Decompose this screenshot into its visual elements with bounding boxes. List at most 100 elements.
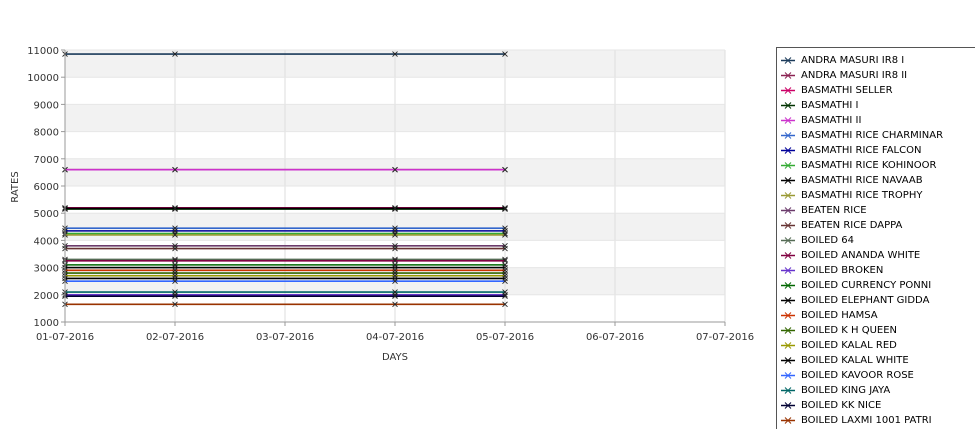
- legend-marker: [781, 72, 795, 79]
- data-point: [392, 232, 398, 238]
- y-tick-label: 7000: [34, 155, 59, 166]
- legend-label: BOILED LAXMI 1001 PATRI: [801, 415, 932, 426]
- data-point: [172, 289, 178, 295]
- data-point: [172, 51, 178, 57]
- legend-label: BOILED CURRENCY PONNI: [801, 280, 932, 291]
- legend-marker: [781, 177, 795, 184]
- legend-item: BASMATHI RICE TROPHY: [777, 188, 975, 203]
- legend-label: BEATEN RICE: [801, 205, 867, 216]
- legend-label: BOILED ELEPHANT GIDDA: [801, 295, 930, 306]
- legend-label: BOILED ANANDA WHITE: [801, 250, 921, 261]
- legend-marker: [781, 387, 795, 394]
- legend-item: BOILED KK NICE: [777, 398, 975, 413]
- y-tick-label: 3000: [34, 264, 59, 275]
- data-point: [502, 289, 508, 295]
- series-lines: [62, 51, 508, 308]
- legend-marker: [781, 402, 795, 409]
- data-point: [172, 293, 178, 299]
- data-point: [172, 232, 178, 238]
- legend-item: BOILED K H QUEEN: [777, 323, 975, 338]
- legend-marker: [781, 102, 795, 109]
- data-point: [392, 166, 398, 173]
- legend-label: BOILED HAMSA: [801, 310, 878, 321]
- x-axis-label: DAYS: [382, 352, 408, 363]
- data-point: [392, 257, 398, 264]
- data-point: [502, 166, 508, 173]
- x-tick-label: 07-07-2016: [696, 332, 754, 343]
- legend-marker: [781, 267, 795, 274]
- legend-label: ANDRA MASURI IR8 I: [801, 55, 905, 66]
- legend-label: BEATEN RICE DAPPA: [801, 220, 903, 231]
- legend-label: BOILED KK NICE: [801, 400, 882, 411]
- data-point: [392, 205, 398, 212]
- legend-marker: [781, 252, 795, 259]
- legend-marker: [781, 132, 795, 139]
- data-point: [502, 301, 508, 308]
- legend-label: BASMATHI II: [801, 115, 862, 126]
- legend-item: BOILED KING JAYA: [777, 383, 975, 398]
- legend-label: BASMATHI RICE KOHINOOR: [801, 160, 937, 171]
- data-point: [392, 206, 398, 212]
- legend-item: BASMATHI I: [777, 98, 975, 113]
- legend-label: BOILED KING JAYA: [801, 385, 891, 396]
- y-tick-label: 2000: [34, 291, 59, 302]
- data-point: [392, 289, 398, 295]
- data-point: [502, 205, 508, 212]
- data-point: [172, 301, 178, 308]
- legend-marker: [781, 222, 795, 229]
- y-tick-label: 9000: [34, 100, 59, 111]
- data-point: [172, 257, 178, 264]
- legend-item: BOILED KAVOOR ROSE: [777, 368, 975, 383]
- legend-marker: [781, 237, 795, 244]
- legend-marker: [781, 117, 795, 124]
- legend-item: BOILED HAMSA: [777, 308, 975, 323]
- legend-item: BASMATHI RICE CHARMINAR: [777, 128, 975, 143]
- data-point: [502, 206, 508, 212]
- legend-label: BOILED KALAL RED: [801, 340, 897, 351]
- y-tick-label: 11000: [27, 46, 59, 57]
- legend-item: BOILED LAXMI 1001 PATRI: [777, 413, 975, 428]
- data-point: [172, 245, 178, 252]
- legend-marker: [781, 57, 795, 64]
- legend-marker: [781, 147, 795, 154]
- data-point: [392, 245, 398, 252]
- data-point: [392, 51, 398, 57]
- y-tick-label: 6000: [34, 182, 59, 193]
- data-point: [502, 245, 508, 252]
- legend-label: BOILED KAVOOR ROSE: [801, 370, 914, 381]
- data-point: [392, 293, 398, 299]
- data-point: [502, 51, 508, 57]
- y-tick-label: 1000: [34, 318, 59, 329]
- data-point: [502, 257, 508, 264]
- y-tick-label: 10000: [27, 73, 59, 84]
- line-chart: 1000 2000 3000 4000 5000 6000 7000 8000 9000 1000…: [10, 46, 754, 363]
- legend-marker: [781, 417, 795, 424]
- legend-item: BASMATHI II: [777, 113, 975, 128]
- legend-label: BASMATHI RICE NAVAAB: [801, 175, 923, 186]
- x-tick-label: 06-07-2016: [586, 332, 644, 343]
- data-point: [172, 205, 178, 212]
- legend-item: BOILED BROKEN: [777, 263, 975, 278]
- y-tick-label: 5000: [34, 209, 59, 220]
- data-point: [392, 278, 398, 285]
- data-point: [502, 278, 508, 285]
- x-tick-label: 03-07-2016: [256, 332, 314, 343]
- legend-marker: [781, 282, 795, 289]
- legend-item: BOILED ELEPHANT GIDDA: [777, 293, 975, 308]
- legend-item: BEATEN RICE: [777, 203, 975, 218]
- legend-marker: [781, 207, 795, 214]
- legend-label: BASMATHI RICE FALCON: [801, 145, 922, 156]
- legend-label: BOILED 64: [801, 235, 854, 246]
- legend-marker: [781, 87, 795, 94]
- legend-label: BASMATHI RICE CHARMINAR: [801, 130, 944, 141]
- legend-marker: [781, 192, 795, 199]
- legend-item: ANDRA MASURI IR8 II: [777, 68, 975, 83]
- legend-marker: [781, 162, 795, 169]
- data-point: [502, 293, 508, 299]
- y-axis-label: RATES: [10, 171, 21, 202]
- legend-item: BASMATHI RICE NAVAAB: [777, 173, 975, 188]
- legend-marker: [781, 297, 795, 304]
- legend-label: BASMATHI RICE TROPHY: [801, 190, 923, 201]
- y-tick-label: 8000: [34, 128, 59, 139]
- legend-label: BASMATHI SELLER: [801, 85, 893, 96]
